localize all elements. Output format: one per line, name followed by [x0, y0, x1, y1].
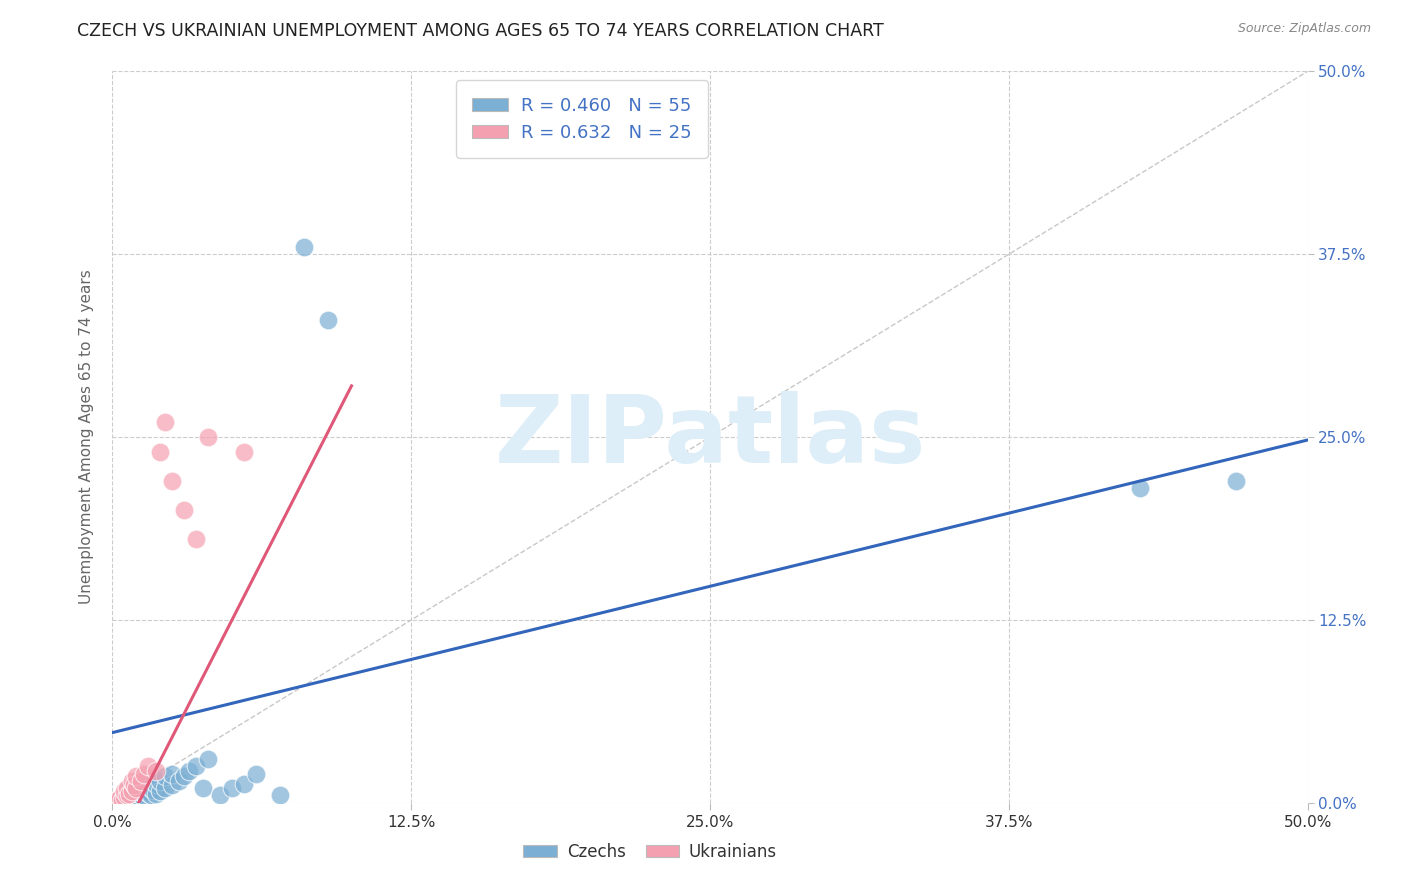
- Point: [114, 793, 135, 807]
- Point: [316, 313, 339, 327]
- Point: [1225, 474, 1247, 488]
- Point: [104, 794, 127, 808]
- Point: [125, 786, 148, 800]
- Point: [177, 764, 200, 778]
- Point: [121, 791, 143, 805]
- Point: [197, 430, 219, 444]
- Point: [132, 787, 155, 801]
- Point: [129, 784, 152, 798]
- Point: [132, 781, 155, 796]
- Point: [197, 752, 219, 766]
- Text: ZIPatlas: ZIPatlas: [495, 391, 925, 483]
- Point: [128, 787, 150, 801]
- Point: [233, 777, 256, 791]
- Point: [118, 789, 141, 804]
- Point: [104, 794, 127, 808]
- Point: [162, 474, 183, 488]
- Point: [292, 240, 315, 254]
- Point: [118, 793, 141, 807]
- Point: [121, 784, 143, 798]
- Point: [221, 781, 243, 796]
- Point: [135, 784, 157, 798]
- Point: [122, 778, 145, 792]
- Point: [153, 416, 176, 430]
- Point: [233, 444, 256, 458]
- Point: [125, 789, 148, 804]
- Point: [115, 781, 138, 796]
- Point: [114, 784, 135, 798]
- Point: [173, 503, 195, 517]
- Point: [129, 773, 152, 788]
- Point: [145, 777, 167, 791]
- Point: [1129, 481, 1152, 495]
- Point: [115, 794, 138, 808]
- Point: [139, 781, 162, 796]
- Point: [122, 789, 145, 803]
- Point: [193, 781, 215, 796]
- Point: [245, 766, 267, 780]
- Point: [108, 791, 131, 805]
- Point: [125, 769, 148, 783]
- Point: [128, 791, 150, 805]
- Point: [121, 773, 143, 788]
- Point: [115, 789, 138, 803]
- Legend: Czechs, Ukrainians: Czechs, Ukrainians: [517, 837, 783, 868]
- Point: [108, 791, 131, 805]
- Y-axis label: Unemployment Among Ages 65 to 74 years: Unemployment Among Ages 65 to 74 years: [79, 269, 94, 605]
- Point: [115, 789, 138, 803]
- Point: [105, 793, 128, 807]
- Point: [139, 789, 162, 803]
- Point: [138, 778, 160, 792]
- Point: [186, 759, 208, 773]
- Point: [118, 787, 141, 801]
- Point: [129, 789, 152, 803]
- Point: [108, 794, 131, 808]
- Point: [111, 793, 134, 807]
- Point: [132, 766, 155, 780]
- Point: [149, 784, 172, 798]
- Text: Source: ZipAtlas.com: Source: ZipAtlas.com: [1237, 22, 1371, 36]
- Point: [121, 787, 143, 801]
- Point: [142, 782, 165, 797]
- Point: [269, 789, 291, 803]
- Point: [138, 786, 160, 800]
- Point: [122, 793, 145, 807]
- Point: [114, 789, 135, 804]
- Point: [169, 773, 191, 788]
- Point: [111, 794, 134, 808]
- Point: [114, 789, 135, 804]
- Point: [186, 533, 208, 547]
- Point: [145, 787, 167, 801]
- Point: [111, 791, 134, 805]
- Point: [145, 764, 167, 778]
- Point: [162, 778, 183, 792]
- Point: [149, 444, 172, 458]
- Point: [173, 769, 195, 783]
- Point: [153, 769, 176, 783]
- Point: [125, 781, 148, 796]
- Point: [162, 766, 183, 780]
- Point: [149, 773, 172, 788]
- Text: CZECH VS UKRAINIAN UNEMPLOYMENT AMONG AGES 65 TO 74 YEARS CORRELATION CHART: CZECH VS UKRAINIAN UNEMPLOYMENT AMONG AG…: [77, 22, 884, 40]
- Point: [209, 789, 232, 803]
- Point: [138, 759, 160, 773]
- Point: [115, 791, 138, 805]
- Point: [153, 781, 176, 796]
- Point: [135, 789, 157, 804]
- Point: [105, 793, 128, 807]
